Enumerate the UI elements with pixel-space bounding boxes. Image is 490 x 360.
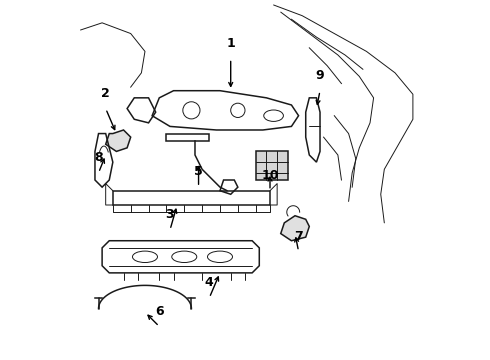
Text: 2: 2 <box>101 87 110 100</box>
Polygon shape <box>256 152 288 180</box>
Text: 3: 3 <box>166 208 174 221</box>
Text: 1: 1 <box>226 37 235 50</box>
Text: 4: 4 <box>205 276 214 289</box>
Text: 6: 6 <box>155 305 164 318</box>
Text: 9: 9 <box>316 69 324 82</box>
Text: 5: 5 <box>194 165 203 178</box>
Text: 8: 8 <box>94 151 103 164</box>
Text: 7: 7 <box>294 230 303 243</box>
Text: 10: 10 <box>261 169 279 182</box>
Polygon shape <box>281 216 309 241</box>
Polygon shape <box>106 130 131 152</box>
